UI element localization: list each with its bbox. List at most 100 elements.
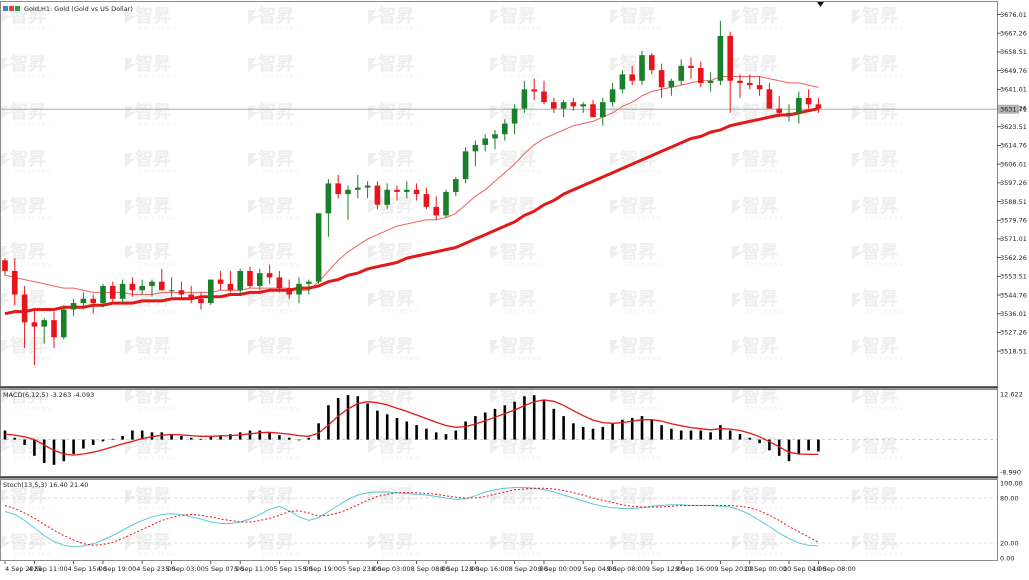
candle-body (590, 104, 596, 118)
watermark-logo-icon (368, 153, 378, 167)
stoch-main-line (4, 487, 819, 548)
macd-bar (91, 439, 95, 445)
symbol-icon (3, 6, 8, 11)
watermark-logo-icon (490, 440, 500, 454)
candle-body (266, 273, 273, 278)
macd-bar (728, 430, 732, 440)
macd-bar (581, 426, 585, 440)
watermark-brand: 智昇 (620, 335, 656, 357)
watermark-logo-icon (248, 293, 258, 307)
watermark-logo-icon (732, 490, 742, 504)
macd-bar (199, 438, 203, 440)
current-price-box (998, 104, 1019, 114)
watermark-sub: ZHISHENG (139, 356, 177, 362)
stoch-panel[interactable] (0, 479, 998, 561)
candle-body (629, 74, 635, 81)
candle-body (433, 206, 439, 216)
watermark-logo-icon (490, 10, 500, 24)
watermark-logo-icon (248, 490, 258, 504)
watermark-brand: 智昇 (135, 148, 171, 170)
watermark-sub: ZHISHENG (14, 552, 52, 558)
watermark-sub: ZHISHENG (746, 309, 784, 315)
candle-body (443, 191, 449, 216)
macd-bar (425, 428, 428, 440)
candle-body (345, 189, 351, 195)
watermark-sub: ZHISHENG (14, 74, 52, 80)
watermark-logo-icon (368, 10, 378, 24)
watermark-logo-icon (0, 200, 10, 214)
watermark-brand: 智昇 (620, 53, 656, 75)
watermark-logo-icon (610, 390, 620, 404)
macd-bar (562, 416, 565, 440)
macd-bar (150, 432, 154, 440)
watermark-sub: ZHISHENG (382, 169, 420, 175)
watermark-logo-icon (732, 153, 742, 167)
watermark-brand: 智昇 (258, 53, 294, 75)
watermark-logo-icon (732, 536, 742, 550)
watermark-brand: 智昇 (862, 148, 898, 170)
watermark-brand: 智昇 (258, 288, 294, 310)
watermark-sub: ZHISHENG (504, 26, 542, 32)
stoch-tick-label: 20.00 (1000, 539, 1019, 547)
watermark-sub: ZHISHENG (624, 26, 662, 32)
price-layer (0, 20, 997, 366)
candle-body (413, 189, 420, 195)
watermark-logo-icon (490, 490, 500, 504)
watermark-brand: 智昇 (500, 195, 536, 217)
watermark-brand: 智昇 (862, 101, 898, 123)
price-tick-label: 3571.01 (1000, 235, 1027, 243)
macd-bar (101, 439, 105, 442)
watermark-brand: 智昇 (500, 435, 536, 457)
watermark-logo-icon (0, 153, 10, 167)
watermark-sub: ZHISHENG (624, 309, 662, 315)
candle-body (276, 277, 283, 289)
watermark-sub: ZHISHENG (382, 309, 420, 315)
watermark-brand: 智昇 (378, 385, 414, 407)
time-tick-label: 9 Sep 16:00 (675, 565, 714, 573)
watermark-logo-icon (125, 390, 135, 404)
watermark-logo-icon (610, 200, 620, 214)
watermark-sub: ZHISHENG (866, 262, 904, 268)
candle-body (31, 322, 38, 327)
watermark-logo-icon (0, 390, 10, 404)
candle-body (796, 97, 802, 113)
watermark-sub: ZHISHENG (262, 74, 300, 80)
watermark-sub: ZHISHENG (746, 262, 784, 268)
candle-body (776, 108, 782, 113)
candle-body (531, 89, 537, 92)
candle-body (100, 285, 106, 304)
watermark-logo-icon (368, 293, 378, 307)
watermark-sub: ZHISHENG (624, 456, 662, 462)
candle-body (453, 179, 459, 192)
watermark-brand: 智昇 (500, 335, 536, 357)
macd-bar (738, 434, 742, 440)
macd-bar (689, 430, 693, 440)
candle-body (178, 290, 185, 295)
watermark-sub: ZHISHENG (14, 216, 52, 222)
price-tick-label: 3667.26 (1000, 30, 1027, 38)
watermark-sub: ZHISHENG (746, 552, 784, 558)
watermark-sub: ZHISHENG (866, 356, 904, 362)
price-tick-label: 3544.76 (1000, 291, 1027, 299)
candle-body (2, 260, 8, 272)
scroll-marker-icon[interactable] (817, 2, 824, 7)
watermark-brand: 智昇 (258, 435, 294, 457)
watermark-sub: ZHISHENG (262, 122, 300, 128)
watermark-brand: 智昇 (500, 5, 536, 27)
watermark-brand: 智昇 (10, 53, 46, 75)
watermark-sub: ZHISHENG (504, 406, 542, 412)
watermark-logo-icon (490, 390, 500, 404)
watermark-sub: ZHISHENG (624, 406, 662, 412)
watermark-logo-icon (368, 200, 378, 214)
watermark-brand: 智昇 (378, 288, 414, 310)
watermark-brand: 智昇 (10, 241, 46, 263)
watermark-sub: ZHISHENG (139, 456, 177, 462)
watermark-sub: ZHISHENG (866, 309, 904, 315)
watermark-brand: 智昇 (10, 531, 46, 553)
macd-bar (111, 438, 115, 440)
watermark-logo-icon (248, 10, 258, 24)
macd-bar (777, 439, 781, 456)
macd-bar (611, 423, 614, 440)
watermark-logo-icon (248, 440, 258, 454)
